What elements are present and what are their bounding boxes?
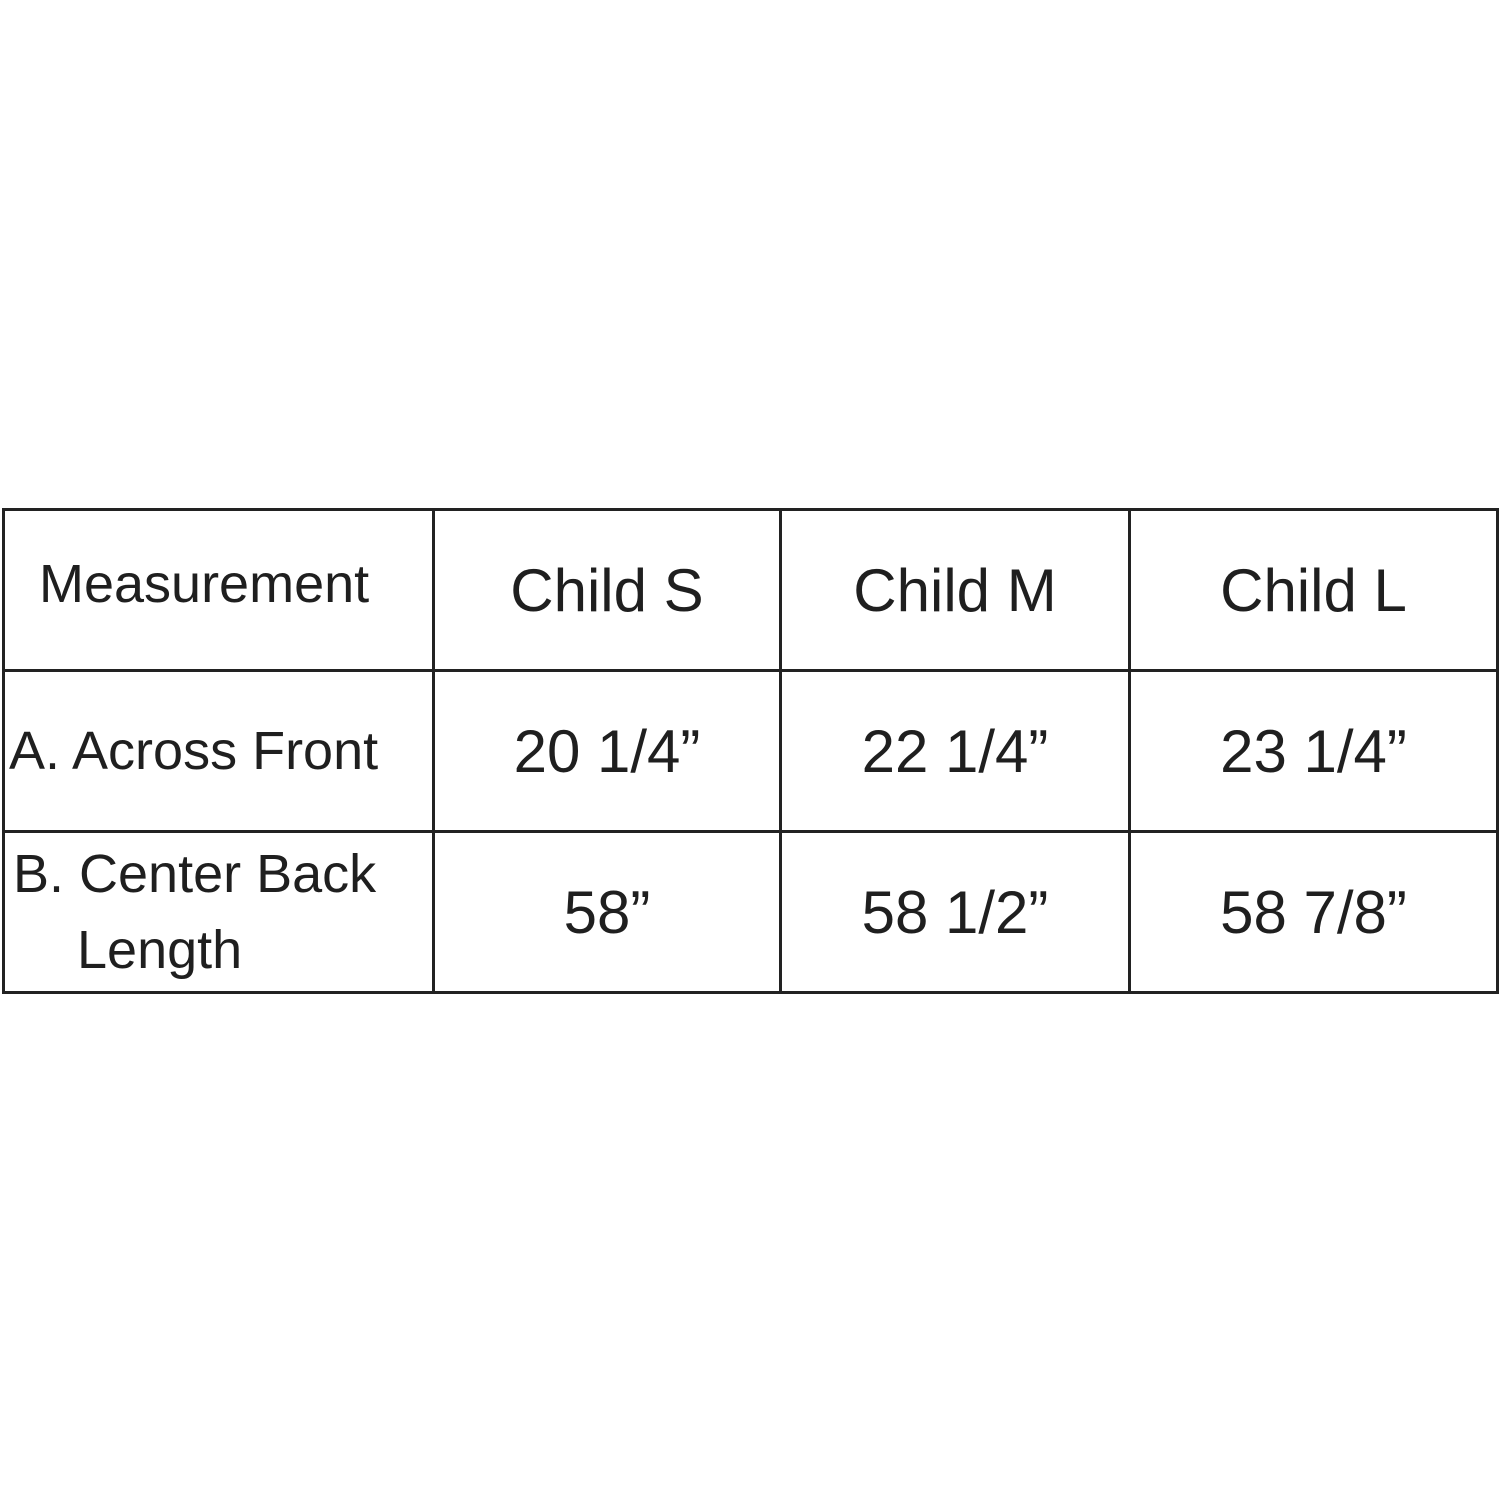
row-label-line: B. Center Back: [13, 844, 377, 904]
header-child-m: Child M: [779, 508, 1131, 672]
table-row: B. Center Back Length 58” 58 1/2” 58 7/8…: [2, 830, 1499, 994]
cell-value: 22 1/4”: [779, 669, 1131, 833]
cell-value: 23 1/4”: [1128, 669, 1499, 833]
header-measurement: Measurement: [2, 508, 435, 672]
table-row: A. Across Front 20 1/4” 22 1/4” 23 1/4”: [2, 669, 1499, 833]
cell-value: 58 7/8”: [1128, 830, 1499, 994]
row-label-line: Length: [77, 920, 243, 980]
size-chart-table: Measurement Child S Child M Child L A. A…: [2, 508, 1499, 994]
header-child-l: Child L: [1128, 508, 1499, 672]
cell-value: 20 1/4”: [432, 669, 782, 833]
cell-value: 58 1/2”: [779, 830, 1131, 994]
header-child-s: Child S: [432, 508, 782, 672]
header-row: Measurement Child S Child M Child L: [2, 508, 1499, 672]
row-label-across-front: A. Across Front: [2, 669, 435, 833]
cell-value: 58”: [432, 830, 782, 994]
row-label-center-back-length: B. Center Back Length: [2, 830, 435, 994]
